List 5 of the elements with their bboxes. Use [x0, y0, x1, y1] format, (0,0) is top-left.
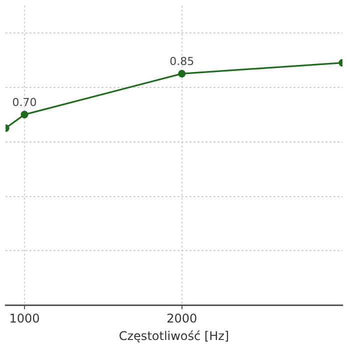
x-tick-label: 2000	[166, 312, 198, 326]
data-label: 0.85	[170, 55, 194, 68]
x-axis-title: Częstotliwość [Hz]	[118, 328, 230, 343]
data-label: 0.70	[12, 96, 37, 109]
x-tick-label: 1000	[9, 312, 40, 326]
